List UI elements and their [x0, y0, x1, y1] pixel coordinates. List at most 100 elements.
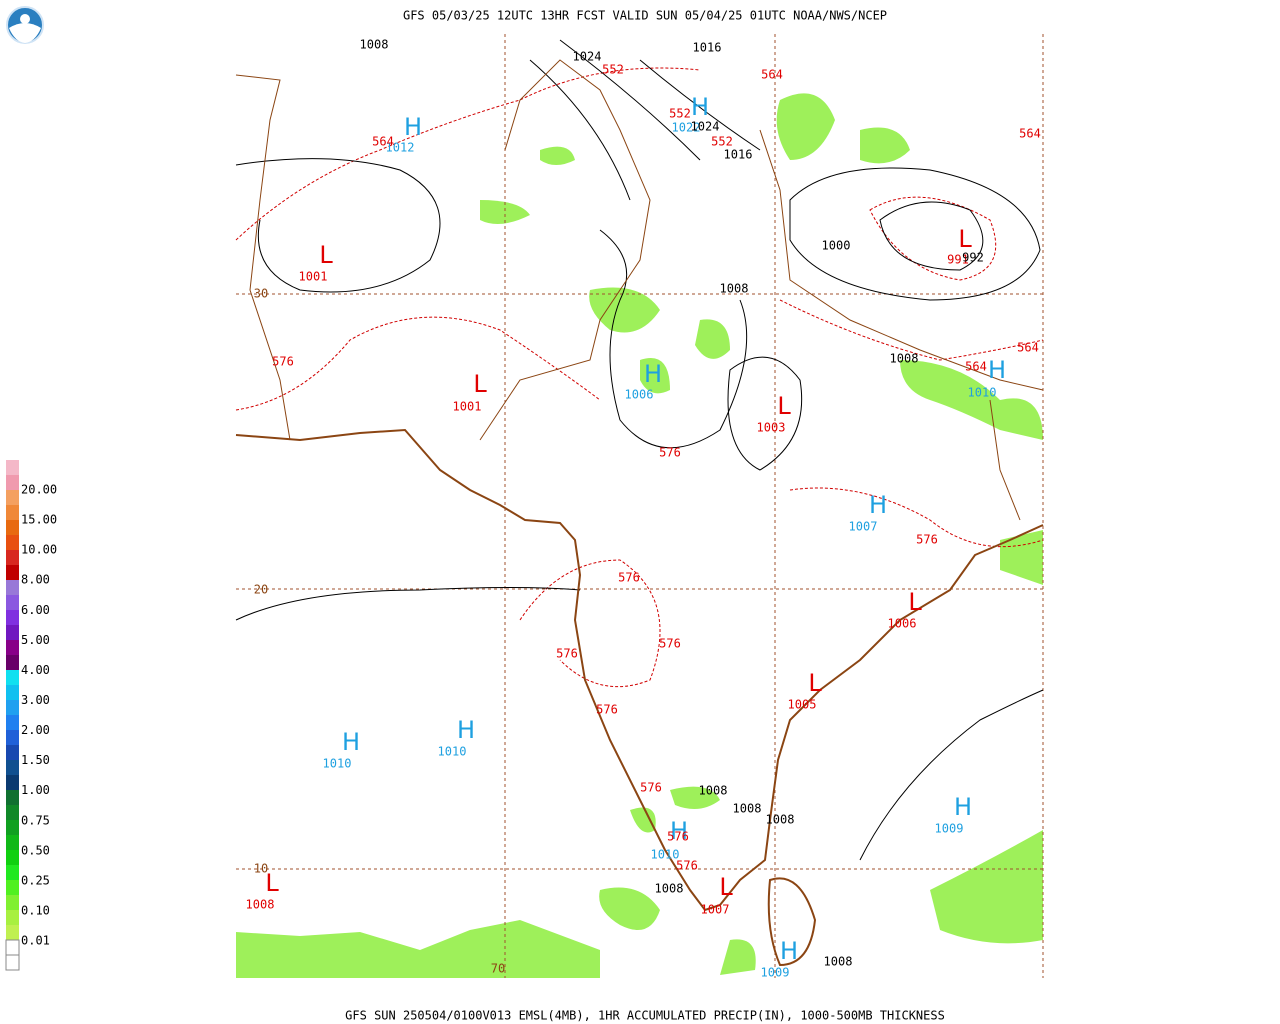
thickness-label: 576 — [596, 703, 618, 717]
grid-label: 70 — [491, 962, 505, 976]
legend-swatch — [6, 775, 19, 790]
center-value: 1007 — [701, 903, 730, 917]
center-symbol: H — [670, 817, 688, 845]
legend-label: 0.50 — [21, 843, 50, 857]
center-symbol: H — [780, 937, 798, 965]
pressure-label: 1016 — [693, 41, 722, 55]
legend-label: 15.00 — [21, 513, 57, 527]
legend-swatch — [6, 715, 19, 730]
thickness-label: 576 — [659, 446, 681, 460]
center-symbol: L — [808, 669, 822, 697]
center-value: 1005 — [788, 698, 817, 712]
center-symbol: L — [473, 370, 487, 398]
center-value: 1009 — [935, 822, 964, 836]
center-value: 1003 — [757, 421, 786, 435]
coastline — [235, 428, 1044, 967]
pressure-contours — [235, 39, 1044, 861]
thickness-label: 552 — [602, 63, 624, 77]
pressure-label: 1024 — [691, 120, 720, 134]
center-symbol: L — [958, 225, 972, 253]
legend-swatch — [5, 954, 20, 971]
thickness-label: 564 — [1017, 341, 1039, 355]
legend-swatch — [6, 640, 19, 655]
legend-swatch — [6, 685, 19, 700]
legend-swatch — [6, 745, 19, 760]
legend-label: 0.01 — [21, 934, 50, 948]
legend-swatch — [6, 520, 19, 535]
center-symbol: L — [908, 588, 922, 616]
header-title: GFS 05/03/25 12UTC 13HR FCST VALID SUN 0… — [403, 9, 887, 23]
center-symbol: H — [954, 793, 972, 821]
legend-swatch — [5, 939, 20, 956]
pressure-label: 1008 — [766, 813, 795, 827]
center-symbol: H — [457, 716, 475, 744]
legend-swatch — [6, 625, 19, 640]
legend-label: 0.10 — [21, 903, 50, 917]
legend-swatch — [6, 730, 19, 745]
pressure-label: 1008 — [890, 352, 919, 366]
legend-swatch — [6, 580, 19, 595]
legend-swatch — [6, 565, 19, 580]
center-symbol: H — [404, 113, 422, 141]
pressure-label: 1008 — [733, 802, 762, 816]
thickness-label: 576 — [667, 830, 689, 844]
noaa-logo — [6, 6, 44, 44]
center-value: 1012 — [386, 141, 415, 155]
thickness-label: 576 — [272, 355, 294, 369]
center-value: 1006 — [888, 617, 917, 631]
thickness-label: 552 — [669, 107, 691, 121]
legend-swatch — [6, 550, 19, 565]
legend: 20.00 15.00 10.00 8.00 6.00 5.00 4.00 3.00 2.00 1… — [5, 460, 57, 971]
legend-label: 3.00 — [21, 693, 50, 707]
center-value: 1001 — [453, 400, 482, 414]
thickness-label: 576 — [916, 533, 938, 547]
pressure-label: 1008 — [360, 38, 389, 52]
legend-label: 20.00 — [21, 483, 57, 497]
legend-label: 0.25 — [21, 873, 50, 887]
center-value: 1010 — [968, 386, 997, 400]
center-value: 1007 — [849, 520, 878, 534]
legend-swatch — [6, 700, 19, 715]
legend-label: 4.00 — [21, 663, 50, 677]
pressure-label: 1000 — [822, 239, 851, 253]
center-symbol: L — [319, 241, 333, 269]
legend-swatch — [6, 670, 19, 685]
pressure-label: 992 — [962, 251, 984, 265]
legend-swatch — [6, 820, 19, 835]
center-value: 1022 — [672, 121, 701, 135]
thickness-label: 576 — [640, 781, 662, 795]
legend-swatch — [6, 535, 19, 550]
thickness-label: 564 — [1019, 127, 1041, 141]
legend-label: 1.50 — [21, 753, 50, 767]
legend-swatch — [6, 475, 19, 490]
legend-swatch — [6, 850, 19, 865]
thickness-label: 552 — [711, 135, 733, 149]
legend-label: 8.00 — [21, 573, 50, 587]
thickness-label: 564 — [965, 360, 987, 374]
legend-label: 10.00 — [21, 543, 57, 557]
center-symbol: L — [265, 869, 279, 897]
legend-swatch — [6, 805, 19, 820]
legend-swatch — [6, 655, 19, 670]
legend-swatch — [6, 505, 19, 520]
center-symbol: H — [988, 356, 1006, 384]
center-value: 1010 — [438, 745, 467, 759]
center-symbol: H — [644, 360, 662, 388]
legend-swatch — [6, 790, 19, 805]
thickness-label: 564 — [372, 135, 394, 149]
legend-swatch — [6, 595, 19, 610]
center-symbol: L — [719, 873, 733, 901]
legend-label: 2.00 — [21, 723, 50, 737]
legend-swatch — [6, 835, 19, 850]
center-symbol: H — [691, 93, 709, 121]
legend-swatch — [6, 610, 19, 625]
center-value: 1008 — [246, 898, 275, 912]
legend-swatch — [6, 925, 19, 940]
thickness-contours — [235, 67, 1044, 688]
footer-caption: GFS SUN 250504/0100V013 EMSL(4MB), 1HR A… — [345, 1009, 945, 1023]
legend-label: 1.00 — [21, 783, 50, 797]
center-symbol: L — [777, 392, 791, 420]
thickness-label: 576 — [676, 859, 698, 873]
